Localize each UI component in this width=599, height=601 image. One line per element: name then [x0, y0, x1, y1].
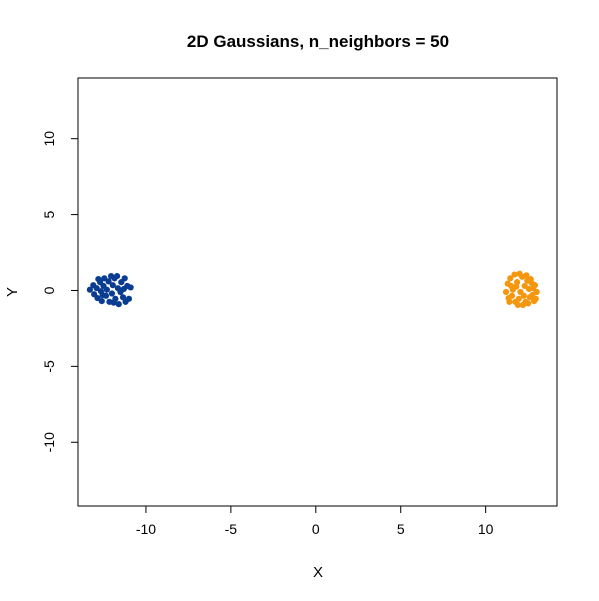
data-point [103, 286, 110, 293]
data-points [86, 270, 540, 309]
x-tick-label: 10 [478, 521, 494, 537]
data-point [527, 275, 534, 283]
data-point [513, 283, 520, 290]
data-point [507, 275, 514, 282]
x-tick-label: 0 [312, 521, 320, 537]
data-point [502, 288, 510, 296]
data-point [115, 301, 122, 308]
data-point [514, 301, 522, 309]
data-point [113, 272, 121, 280]
y-tick-label: 5 [41, 210, 57, 218]
y-tick-label: 0 [41, 286, 57, 294]
y-tick-label: -5 [41, 360, 57, 373]
chart-title: 2D Gaussians, n_neighbors = 50 [187, 32, 449, 51]
data-point [110, 299, 117, 306]
x-tick-label: -10 [136, 521, 156, 537]
data-point [531, 282, 539, 289]
data-point [515, 295, 522, 302]
data-point [109, 282, 116, 289]
data-point [127, 284, 134, 291]
data-point [125, 295, 133, 302]
data-point [525, 300, 532, 307]
data-point [108, 290, 116, 297]
data-point [86, 286, 93, 293]
data-point [508, 292, 516, 299]
data-point [523, 272, 530, 279]
x-tick-label: 5 [397, 521, 405, 537]
y-tick-label: -10 [41, 432, 57, 452]
data-point [95, 275, 102, 283]
data-point [511, 271, 518, 278]
data-point [119, 294, 127, 301]
x-tick-label: -5 [225, 521, 238, 537]
y-tick-label: 10 [41, 131, 57, 147]
y-axis: -10 -5 0 5 10 [41, 131, 79, 452]
plot-frame [77, 77, 558, 507]
data-point [105, 278, 112, 285]
data-point [99, 291, 106, 299]
data-point [506, 298, 513, 305]
data-point [121, 275, 128, 282]
data-point [520, 292, 527, 299]
y-axis-label: Y [4, 287, 21, 297]
data-point [533, 288, 540, 296]
x-axis: -10 -5 0 5 10 [136, 505, 494, 537]
data-point [98, 298, 105, 305]
x-axis-label: X [313, 564, 323, 581]
data-point [532, 295, 539, 302]
data-point [508, 282, 515, 290]
